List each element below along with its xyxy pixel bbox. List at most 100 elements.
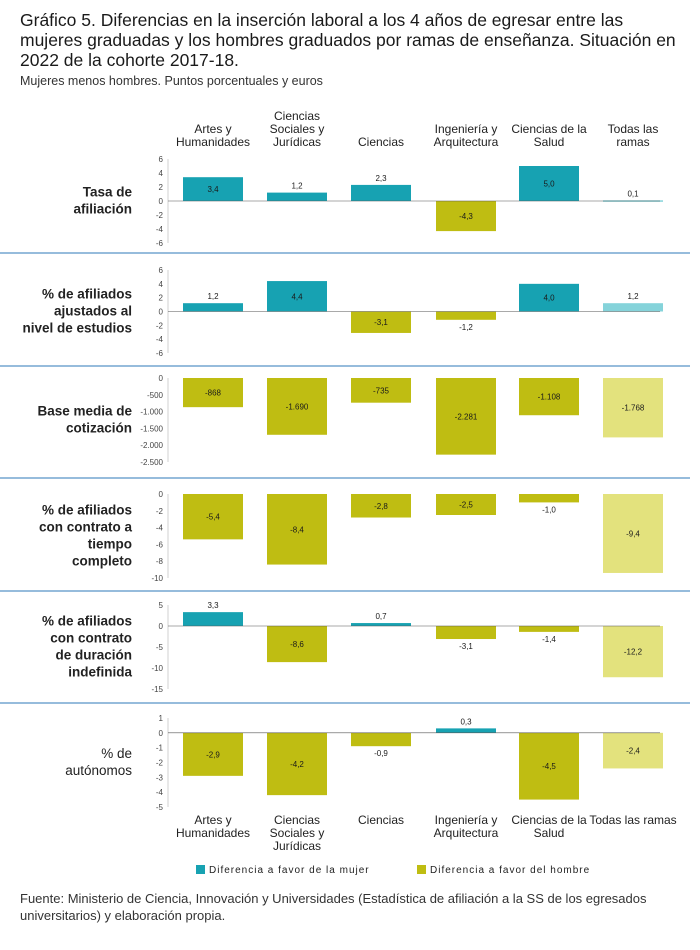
- bar: [519, 166, 579, 201]
- y-tick-label: -500: [147, 391, 164, 400]
- y-tick-label: -10: [151, 664, 163, 673]
- bar-value-label: -735: [373, 386, 390, 395]
- y-tick-label: -4: [156, 335, 164, 344]
- bar: [603, 303, 663, 312]
- bar: [519, 378, 579, 416]
- y-tick-label: -8: [156, 557, 164, 566]
- bar: [603, 626, 663, 678]
- bar-value-label: 0,1: [627, 189, 639, 198]
- bar: [267, 494, 327, 565]
- y-tick-label: -2: [156, 759, 164, 768]
- bar: [436, 201, 496, 232]
- bar-value-label: -3,1: [459, 642, 473, 651]
- y-tick-label: -6: [156, 540, 164, 549]
- bar: [436, 311, 496, 320]
- bar: [519, 283, 579, 312]
- bar-value-label: 0,7: [375, 612, 387, 621]
- bar: [603, 732, 663, 769]
- category-label-top: Ingeniería y Arquitectura: [434, 122, 499, 149]
- bar-value-label: -12,2: [624, 648, 643, 657]
- y-tick-label: 5: [159, 601, 164, 610]
- bar: [267, 732, 327, 796]
- bar-value-label: 3,3: [207, 601, 219, 610]
- bar-value-label: 1,2: [291, 182, 303, 191]
- bar-value-label: -2,5: [459, 501, 473, 510]
- panel-label: % de afiliados ajustados al nivel de estud…: [22, 287, 132, 336]
- bar: [183, 494, 243, 540]
- bar: [351, 732, 411, 747]
- source-note: Fuente: Ministerio de Ciencia, Innovació…: [20, 891, 647, 923]
- y-tick-label: 0: [159, 197, 164, 206]
- category-label-top: Ciencias: [358, 135, 404, 149]
- category-label-bottom: Ciencias Sociales y Jurídicas: [270, 813, 325, 853]
- panel-label: % de autónomos: [65, 746, 132, 778]
- y-tick-label: 4: [159, 169, 164, 178]
- bar-value-label: -1,4: [542, 635, 556, 644]
- bar-value-label: -1.768: [622, 404, 645, 413]
- y-tick-label: -2: [156, 507, 164, 516]
- category-label-bottom: Ingeniería y Arquitectura: [434, 813, 499, 840]
- bar: [351, 184, 411, 201]
- y-tick-label: -3: [156, 773, 164, 782]
- y-tick-label: -2: [156, 211, 164, 220]
- y-tick-label: -4: [156, 524, 164, 533]
- bar-value-label: -4,5: [542, 762, 556, 771]
- bar: [183, 177, 243, 201]
- y-tick-label: -1: [156, 744, 164, 753]
- bar: [436, 728, 496, 733]
- panel-label: Tasa de afiliación: [73, 185, 132, 217]
- bar-value-label: -1,0: [542, 505, 556, 514]
- legend-swatch-women: [196, 865, 205, 874]
- bar-value-label: -9,4: [626, 529, 640, 538]
- bar-value-label: -2.281: [455, 412, 478, 421]
- y-tick-label: -5: [156, 643, 164, 652]
- bar-value-label: 4,4: [291, 292, 303, 301]
- y-tick-label: 4: [159, 280, 164, 289]
- y-tick-label: -6: [156, 349, 164, 358]
- bar: [519, 494, 579, 503]
- panel-label: Base media de cotización: [37, 404, 132, 436]
- bar-value-label: -4,2: [290, 760, 304, 769]
- y-tick-label: -1.500: [140, 424, 163, 433]
- y-tick-label: 1: [159, 714, 164, 723]
- bar-value-label: 3,4: [207, 185, 219, 194]
- y-tick-label: -2.000: [140, 441, 163, 450]
- bar: [267, 281, 327, 312]
- bar-value-label: -2,4: [626, 747, 640, 756]
- bar-value-label: -0,9: [374, 749, 388, 758]
- bar-value-label: -2,9: [206, 750, 220, 759]
- y-tick-label: 2: [159, 183, 164, 192]
- bar: [267, 626, 327, 663]
- y-tick-label: -6: [156, 239, 164, 248]
- category-label-top: Ciencias de la Salud: [511, 122, 587, 149]
- bar: [519, 732, 579, 800]
- bar-value-label: 1,2: [207, 292, 219, 301]
- bar: [183, 303, 243, 312]
- y-tick-label: 0: [159, 729, 164, 738]
- y-tick-label: -10: [151, 574, 163, 583]
- chart-subtitle: Mujeres menos hombres. Puntos porcentual…: [20, 74, 323, 88]
- y-tick-label: 0: [159, 622, 164, 631]
- panel-label: % de afiliados con contrato a tiempo comple…: [39, 503, 133, 569]
- category-label-top: Ciencias Sociales y Jurídicas: [270, 109, 325, 149]
- bar: [351, 378, 411, 403]
- category-label-top: Todas las ramas: [608, 122, 659, 149]
- bar: [267, 378, 327, 435]
- y-tick-label: -5: [156, 803, 164, 812]
- category-label-bottom: Artes y Humanidades: [176, 813, 250, 840]
- bar: [603, 494, 663, 573]
- bar-value-label: -868: [205, 389, 222, 398]
- y-tick-label: 0: [159, 374, 164, 383]
- legend-label-women: Diferencia a favor de la mujer: [209, 865, 370, 876]
- y-tick-label: -15: [151, 685, 163, 694]
- y-tick-label: 0: [159, 308, 164, 317]
- bar-value-label: 0,3: [460, 717, 472, 726]
- bar: [351, 311, 411, 333]
- legend-swatch-men: [417, 865, 426, 874]
- y-tick-label: 0: [159, 490, 164, 499]
- y-tick-label: -2: [156, 321, 164, 330]
- bar-value-label: -2,8: [374, 502, 388, 511]
- y-tick-label: -2.500: [140, 458, 163, 467]
- bar: [183, 612, 243, 626]
